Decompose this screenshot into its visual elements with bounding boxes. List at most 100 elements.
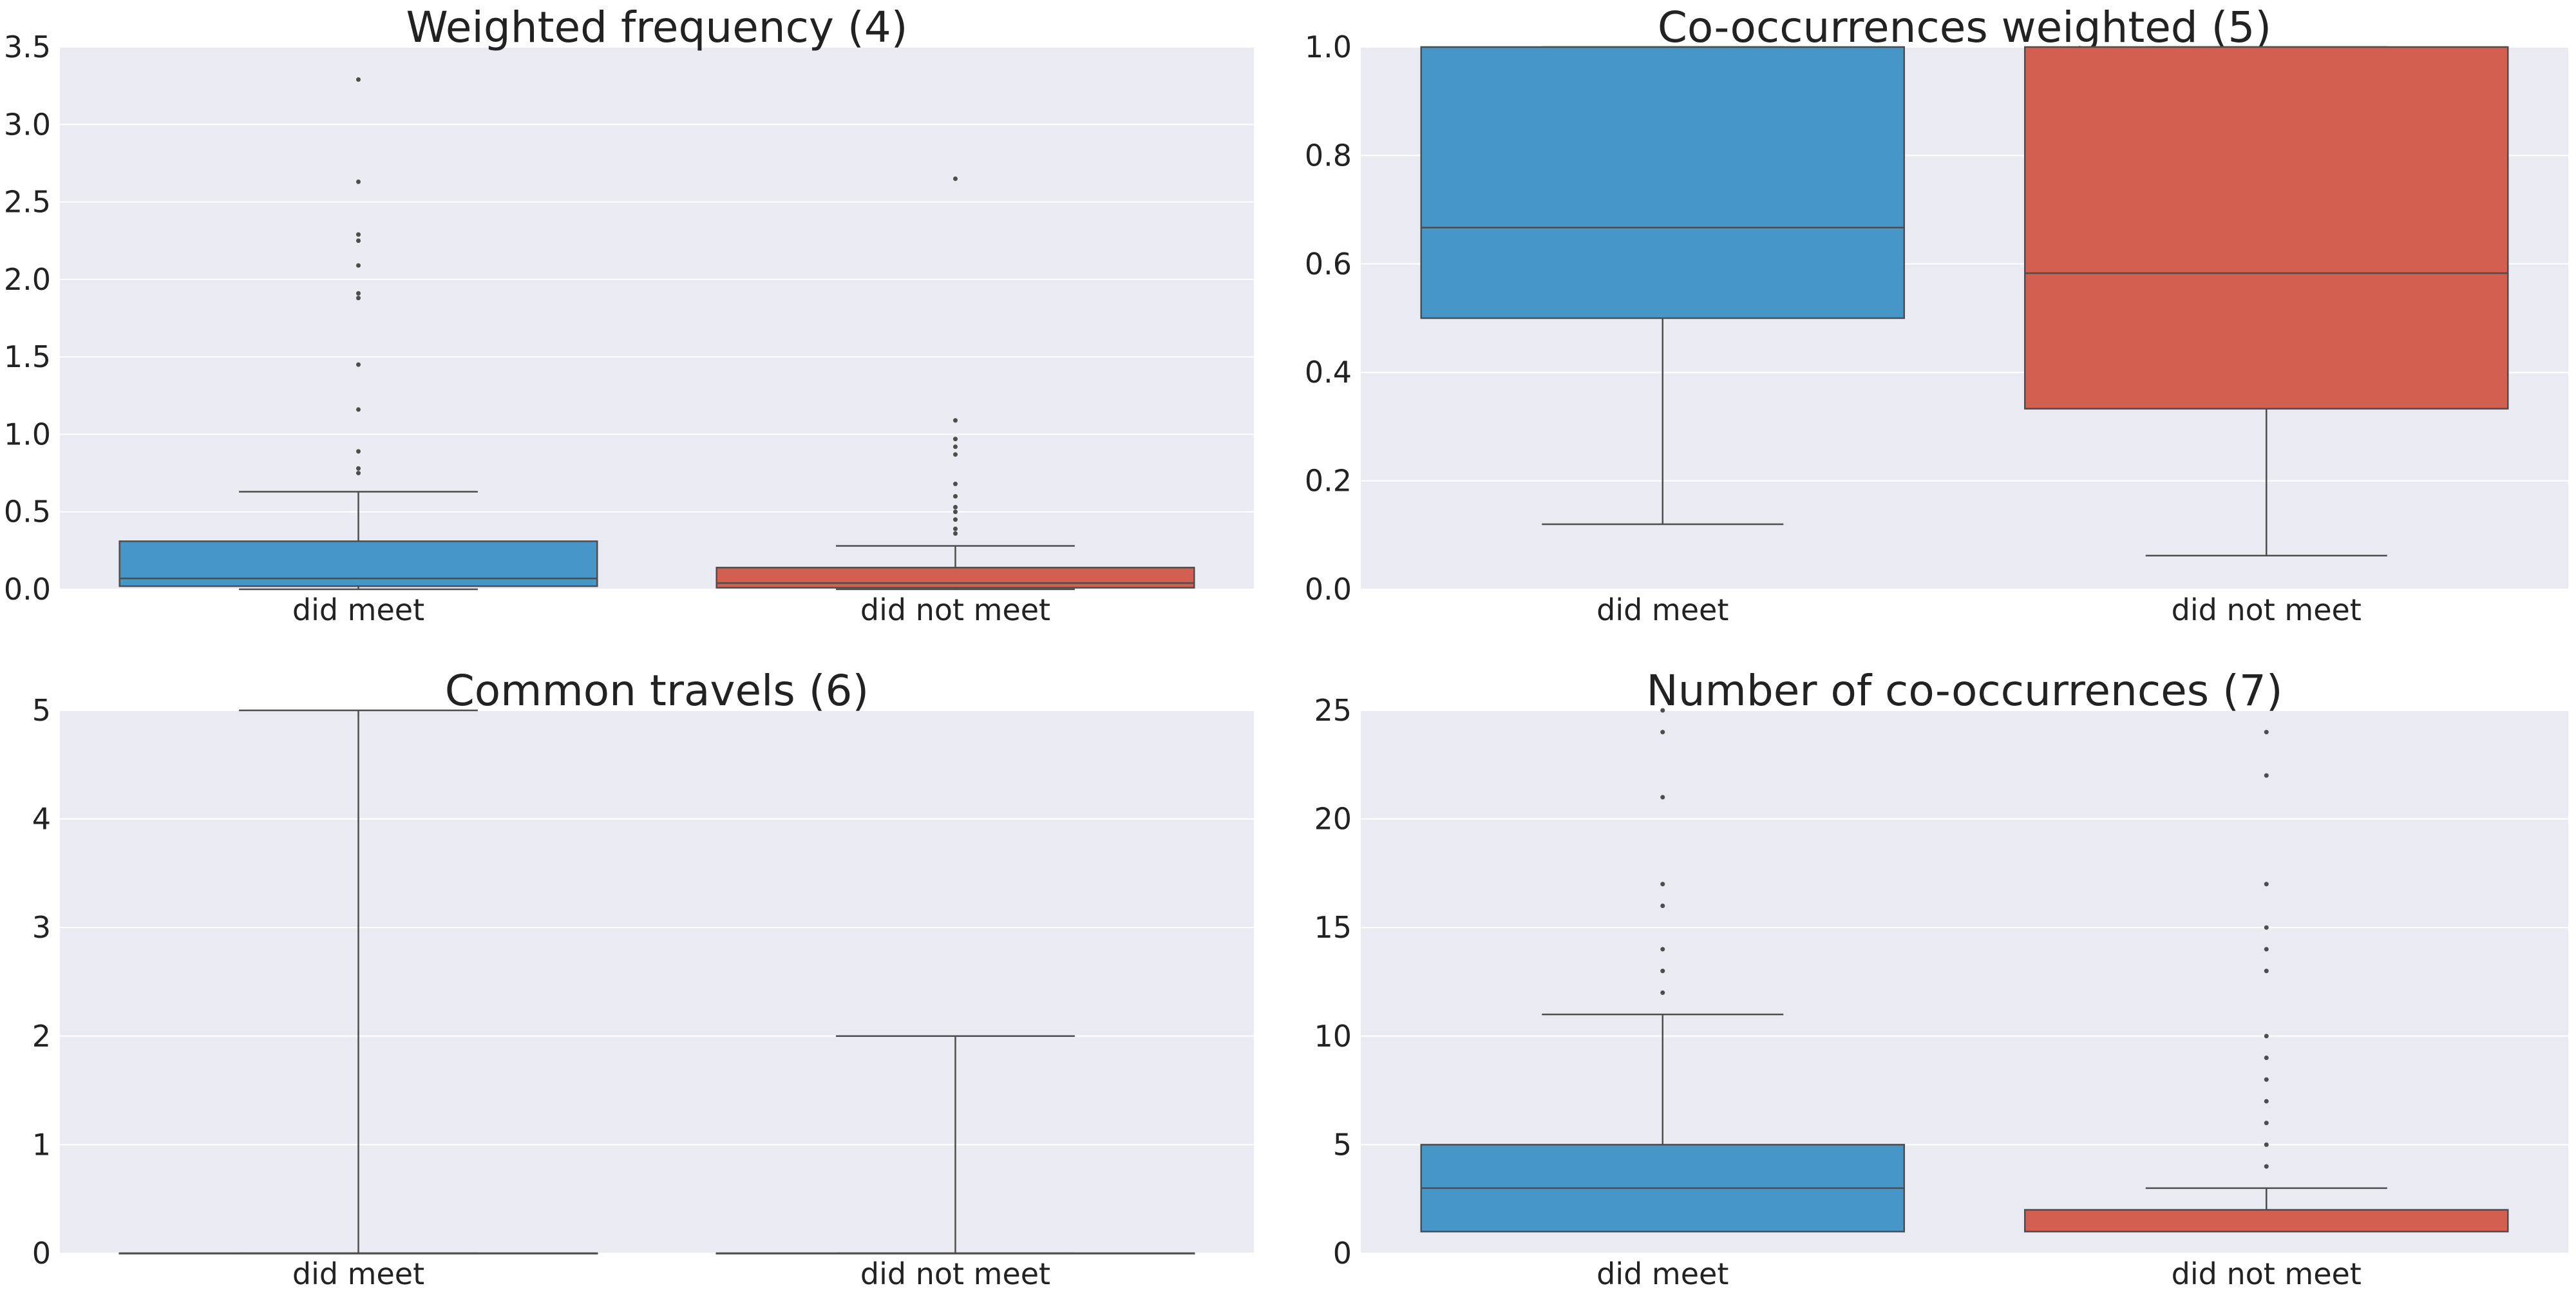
- y-tick-label: 0.0: [1305, 572, 1352, 607]
- outlier-point: [2264, 773, 2269, 778]
- iqr-box: [118, 540, 598, 587]
- outlier-point: [356, 179, 361, 184]
- outlier-point: [356, 466, 361, 471]
- plot-background: [60, 710, 1254, 1253]
- x-tick-label: did not meet: [860, 1256, 1050, 1291]
- x-tick-label: did not meet: [2172, 593, 2362, 627]
- box-did-meet: [1420, 46, 1905, 526]
- y-tick-label: 2: [32, 1019, 51, 1054]
- outlier-point: [1660, 947, 1665, 952]
- outlier-point: [2264, 1164, 2269, 1169]
- outlier-point: [1660, 903, 1665, 908]
- chart-panel-3: 0 5 10 15 20 25 Number of co-occurrences (7) di…: [1314, 666, 2568, 1291]
- outlier-point: [1660, 990, 1665, 995]
- y-tick-label: 0: [32, 1236, 51, 1271]
- x-tick-label: did meet: [1596, 1256, 1728, 1291]
- outlier-point: [2264, 925, 2269, 930]
- iqr-box: [2024, 1209, 2509, 1233]
- y-tick-label: 0.8: [1305, 138, 1352, 173]
- y-tick-label: 0.0: [4, 572, 51, 607]
- outlier-point: [953, 517, 958, 522]
- chart-title: Common travels (6): [445, 666, 869, 716]
- outlier-point: [953, 526, 958, 531]
- y-tick-label: 0.4: [1305, 355, 1352, 390]
- outlier-point: [2264, 1077, 2269, 1082]
- outlier-point: [1660, 730, 1665, 735]
- outlier-point: [953, 481, 958, 486]
- outlier-point: [2264, 969, 2269, 974]
- y-tick-label: 0.5: [4, 495, 51, 529]
- y-tick-label: 1: [32, 1127, 51, 1162]
- x-tick-label: did not meet: [2172, 1256, 2362, 1291]
- y-tick-label: 4: [32, 802, 51, 837]
- y-tick-label: 20: [1314, 802, 1352, 837]
- x-tick-label: did meet: [292, 1256, 424, 1291]
- outlier-point: [356, 263, 361, 268]
- iqr-box: [2024, 46, 2509, 410]
- outlier-point: [2264, 947, 2269, 952]
- outlier-point: [953, 494, 958, 499]
- chart-title: Weighted frequency (4): [406, 3, 908, 52]
- y-tick-label: 0.6: [1305, 247, 1352, 281]
- iqr-box: [1420, 46, 1905, 319]
- outlier-point: [356, 407, 361, 412]
- box-did-not-meet: [2024, 46, 2509, 557]
- outlier-point: [1660, 795, 1665, 800]
- y-tick-label: 1.0: [1305, 30, 1352, 64]
- x-tick-label: did meet: [292, 593, 424, 627]
- y-tick-label: 5: [1333, 1127, 1352, 1162]
- y-tick-label: 5: [32, 693, 51, 728]
- outlier-point: [356, 296, 361, 301]
- y-tick-label: 25: [1314, 693, 1352, 728]
- outlier-point: [953, 531, 958, 536]
- outlier-point: [1660, 708, 1665, 713]
- outlier-point: [356, 362, 361, 367]
- outlier-point: [2264, 1142, 2269, 1147]
- box-did-not-meet: [715, 176, 1195, 591]
- chart-panel-2: 0 1 2 3 4 5 Common travels (6) did meet did not …: [32, 666, 1254, 1291]
- outlier-point: [953, 418, 958, 423]
- y-tick-label: 0: [1333, 1236, 1352, 1271]
- plot-background: [60, 47, 1254, 589]
- y-tick-label: 2.5: [4, 185, 51, 220]
- outlier-point: [356, 291, 361, 296]
- box-did-meet: [118, 709, 598, 1255]
- y-tick-label: 1.0: [4, 417, 51, 451]
- y-tick-label: 1.5: [4, 339, 51, 374]
- box-did-meet: [118, 77, 598, 591]
- y-tick-label: 15: [1314, 910, 1352, 945]
- chart-panel-0: 0.0 0.5 1.0 1.5 2.0 2.5 3.0 3.5 Weighted frequen…: [4, 3, 1254, 627]
- outlier-point: [356, 232, 361, 237]
- outlier-point: [953, 509, 958, 515]
- outlier-point: [356, 238, 361, 243]
- outlier-point: [2264, 730, 2269, 735]
- x-tick-label: did meet: [1596, 593, 1728, 627]
- outlier-point: [2264, 1121, 2269, 1126]
- outlier-point: [1660, 882, 1665, 887]
- outlier-point: [953, 444, 958, 450]
- outlier-point: [1660, 969, 1665, 974]
- outlier-point: [2264, 1034, 2269, 1039]
- y-tick-label: 2.0: [4, 262, 51, 297]
- outlier-point: [953, 176, 958, 181]
- box-did-meet: [1420, 708, 1905, 1233]
- y-tick-label: 3.0: [4, 107, 51, 142]
- x-tick-label: did not meet: [860, 593, 1050, 627]
- y-tick-label: 3: [32, 910, 51, 945]
- outlier-point: [356, 471, 361, 476]
- outlier-point: [953, 437, 958, 442]
- outlier-point: [2264, 1056, 2269, 1061]
- outlier-point: [2264, 882, 2269, 887]
- chart-title: Number of co-occurrences (7): [1646, 666, 2282, 716]
- box-did-not-meet: [2024, 730, 2509, 1233]
- outlier-point: [953, 504, 958, 509]
- iqr-box: [715, 567, 1195, 589]
- box-did-not-meet: [715, 1035, 1195, 1255]
- chart-title: Co-occurrences weighted (5): [1658, 3, 2271, 52]
- outlier-point: [2264, 1099, 2269, 1104]
- chart-panel-1: 0.0 0.2 0.4 0.6 0.8 1.0 Co-occurrences weighte…: [1305, 3, 2568, 627]
- outlier-point: [953, 452, 958, 457]
- y-tick-label: 10: [1314, 1019, 1352, 1054]
- y-tick-label: 3.5: [4, 30, 51, 64]
